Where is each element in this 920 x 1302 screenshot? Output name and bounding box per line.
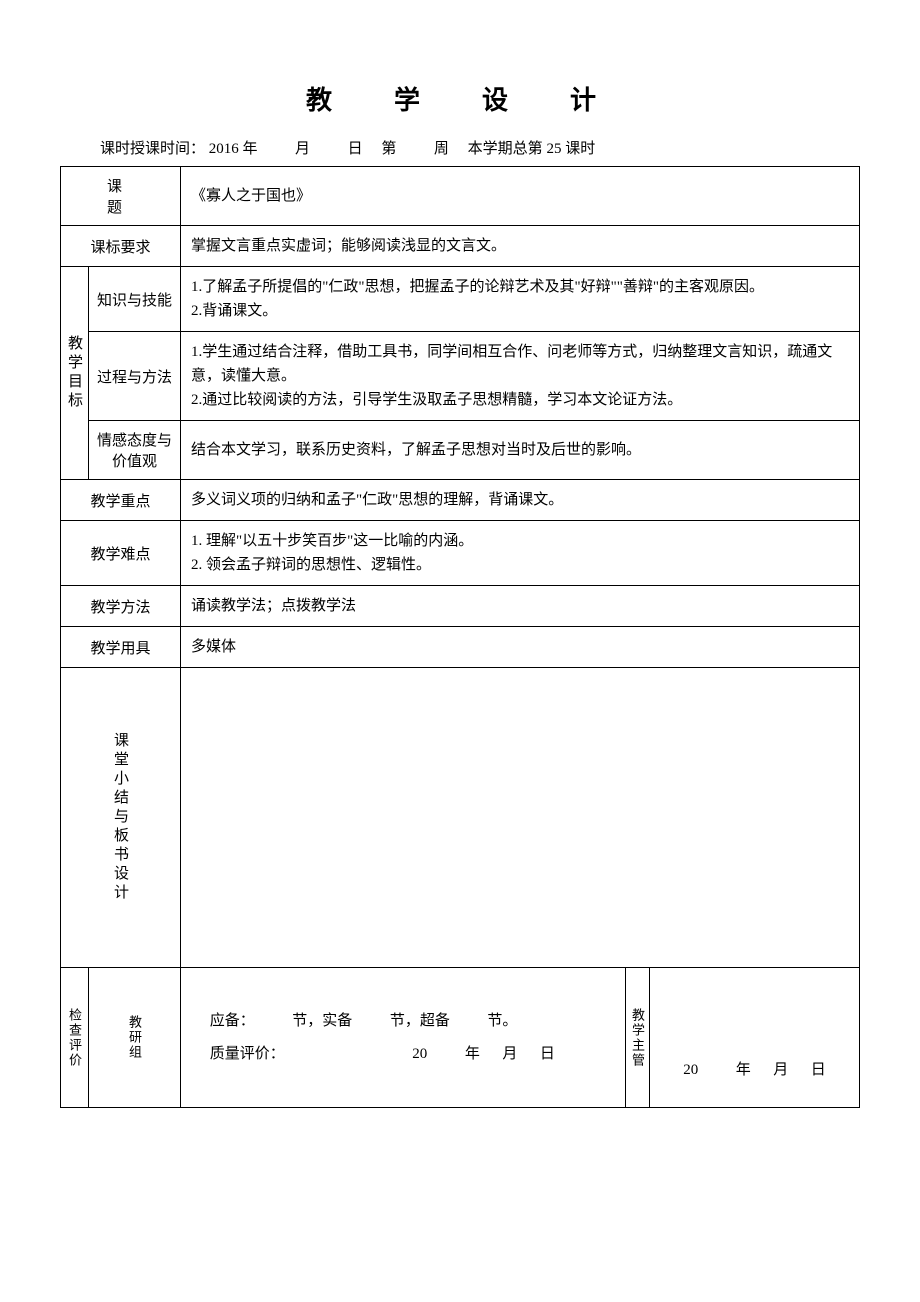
timing-line: 课时授课时间： 2016 年 月 日 第 周 本学期总第 25 课时 bbox=[60, 137, 860, 158]
label-review-group: 检查评价 bbox=[61, 968, 89, 1108]
lesson-plan-table: 课 题 《寡人之于国也》 课标要求 掌握文言重点实虚词；能够阅读浅显的文言文。 … bbox=[60, 166, 860, 1108]
label-obj-emotion: 情感态度与价值观 bbox=[89, 421, 181, 480]
page-title: 教 学 设 计 bbox=[60, 80, 860, 117]
row-obj-emotion: 情感态度与价值观 结合本文学习，联系历史资料，了解孟子思想对当时及后世的影响。 bbox=[61, 421, 860, 480]
timing-day-blank bbox=[314, 141, 344, 157]
value-obj-process: 1.学生通过结合注释，借助工具书，同学间相互合作、问老师等方式，归纳整理文言知识… bbox=[181, 332, 860, 421]
label-focus: 教学重点 bbox=[61, 480, 181, 521]
label-standard: 课标要求 bbox=[61, 226, 181, 267]
timing-week-blank bbox=[400, 141, 430, 157]
value-standard: 掌握文言重点实虚词；能够阅读浅显的文言文。 bbox=[181, 226, 860, 267]
row-review: 检查评价 教研组 应备： 节，实备 节，超备 节。 质量评价： 20 bbox=[61, 968, 860, 1108]
label-topic: 课 题 bbox=[61, 167, 181, 226]
row-summary: 课堂小结与板书设计 bbox=[61, 668, 860, 968]
timing-prefix: 课时授课时间： bbox=[100, 141, 205, 157]
review-line1: 应备： 节，实备 节，超备 节。 bbox=[191, 1005, 615, 1038]
timing-week-label: 周 bbox=[434, 141, 449, 157]
label-review-subgroup: 教研组 bbox=[89, 968, 181, 1108]
value-review-main: 应备： 节，实备 节，超备 节。 质量评价： 20 年 月 日 bbox=[181, 968, 626, 1108]
row-standard: 课标要求 掌握文言重点实虚词；能够阅读浅显的文言文。 bbox=[61, 226, 860, 267]
label-difficulty: 教学难点 bbox=[61, 521, 181, 586]
label-summary: 课堂小结与板书设计 bbox=[61, 668, 181, 968]
value-difficulty: 1. 理解"以五十步笑百步"这一比喻的内涵。2. 领会孟子辩词的思想性、逻辑性。 bbox=[181, 521, 860, 586]
row-difficulty: 教学难点 1. 理解"以五十步笑百步"这一比喻的内涵。2. 领会孟子辩词的思想性… bbox=[61, 521, 860, 586]
timing-term-prefix: 本学期总第 bbox=[453, 141, 547, 157]
label-tools: 教学用具 bbox=[61, 627, 181, 668]
row-obj-knowledge: 教学目标 知识与技能 1.了解孟子所提倡的"仁政"思想，把握孟子的论辩艺术及其"… bbox=[61, 267, 860, 332]
timing-lesson-number: 25 bbox=[546, 141, 561, 157]
row-topic: 课 题 《寡人之于国也》 bbox=[61, 167, 860, 226]
value-obj-knowledge: 1.了解孟子所提倡的"仁政"思想，把握孟子的论辩艺术及其"好辩""善辩"的主客观… bbox=[181, 267, 860, 332]
review-line2: 质量评价： 20 年 月 日 bbox=[191, 1038, 615, 1071]
timing-lesson-suffix: 课时 bbox=[565, 141, 595, 157]
label-method: 教学方法 bbox=[61, 586, 181, 627]
label-admin: 教学主管 bbox=[626, 968, 650, 1108]
row-focus: 教学重点 多义词义项的归纳和孟子"仁政"思想的理解，背诵课文。 bbox=[61, 480, 860, 521]
value-summary bbox=[181, 668, 860, 968]
label-objectives-group: 教学目标 bbox=[61, 267, 89, 480]
timing-month-label: 月 bbox=[295, 141, 310, 157]
row-obj-process: 过程与方法 1.学生通过结合注释，借助工具书，同学间相互合作、问老师等方式，归纳… bbox=[61, 332, 860, 421]
label-obj-process: 过程与方法 bbox=[89, 332, 181, 421]
timing-month-blank bbox=[261, 141, 291, 157]
row-tools: 教学用具 多媒体 bbox=[61, 627, 860, 668]
label-obj-knowledge: 知识与技能 bbox=[89, 267, 181, 332]
timing-day-label: 日 bbox=[348, 141, 363, 157]
value-admin-date: 20 年 月 日 bbox=[650, 968, 860, 1108]
timing-week-prefix: 第 bbox=[366, 141, 396, 157]
value-topic: 《寡人之于国也》 bbox=[181, 167, 860, 226]
value-focus: 多义词义项的归纳和孟子"仁政"思想的理解，背诵课文。 bbox=[181, 480, 860, 521]
row-method: 教学方法 诵读教学法；点拨教学法 bbox=[61, 586, 860, 627]
timing-year: 2016 年 bbox=[209, 141, 258, 157]
value-method: 诵读教学法；点拨教学法 bbox=[181, 586, 860, 627]
value-obj-emotion: 结合本文学习，联系历史资料，了解孟子思想对当时及后世的影响。 bbox=[181, 421, 860, 480]
value-tools: 多媒体 bbox=[181, 627, 860, 668]
